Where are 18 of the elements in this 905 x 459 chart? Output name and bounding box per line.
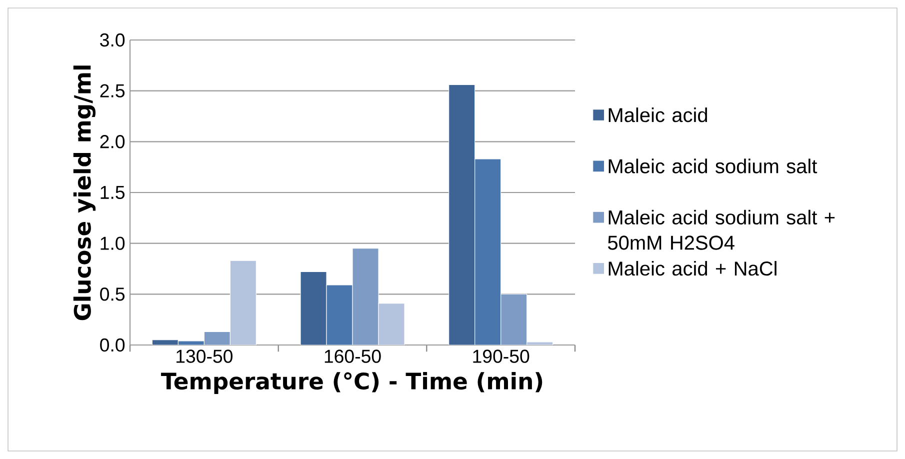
legend-label: Maleic acid + NaCl bbox=[608, 260, 776, 276]
y-tick-label: 3.0 bbox=[100, 33, 125, 47]
y-tick-label: 1.0 bbox=[100, 236, 125, 250]
bar bbox=[326, 284, 353, 345]
y-tick-label: 0.0 bbox=[100, 338, 125, 352]
y-tick-label: 2.0 bbox=[100, 135, 125, 148]
legend-label: Maleic acid sodium salt + 50mM H2SO4 bbox=[608, 210, 835, 250]
x-tick-label: 190-50 bbox=[473, 350, 530, 363]
legend-label: Maleic acid bbox=[608, 108, 708, 122]
y-axis-title: Glucose yield mg/ml bbox=[73, 66, 96, 320]
x-tick-label: 160-50 bbox=[324, 350, 381, 363]
y-tick-label: 0.5 bbox=[100, 288, 125, 301]
legend-label: Maleic acid sodium salt bbox=[608, 158, 818, 174]
bar bbox=[474, 158, 502, 345]
y-tick-label: 2.5 bbox=[100, 84, 125, 98]
y-tick-label: 1.5 bbox=[100, 186, 125, 200]
x-axis-title: Temperature (°C) - Time (min) bbox=[161, 372, 542, 394]
x-tick-label: 130-50 bbox=[176, 350, 233, 363]
